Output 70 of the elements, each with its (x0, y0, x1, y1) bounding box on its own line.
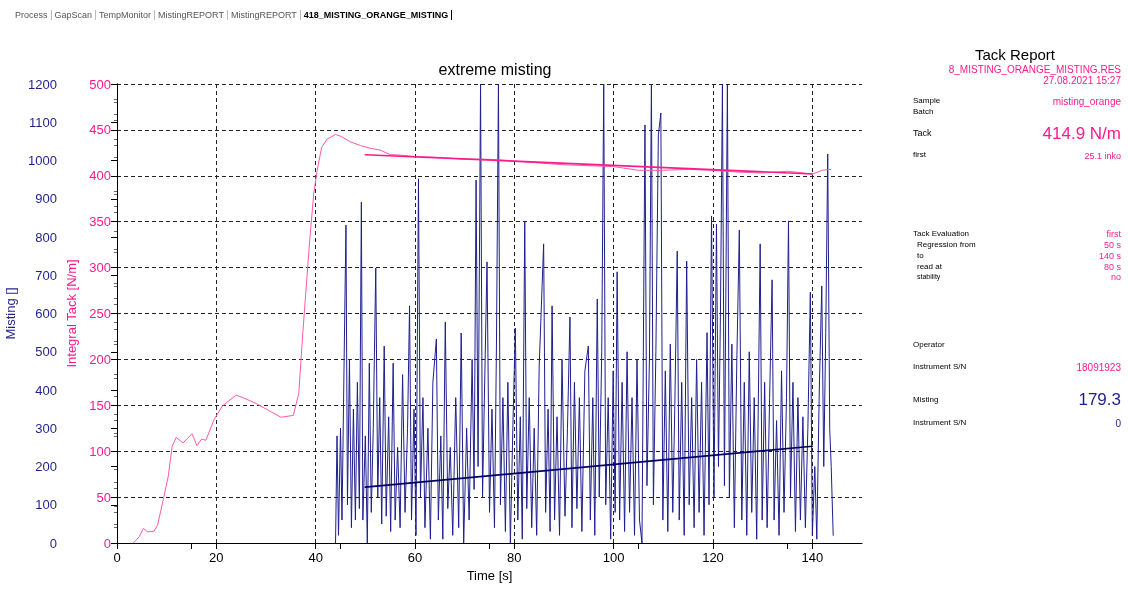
text: 418_MISTING_ORANGE_MISTING (300, 10, 453, 20)
text: Misting (913, 395, 939, 404)
x-tick-label: 140 (801, 550, 824, 565)
text: MistingREPORT (227, 10, 301, 20)
x-tick-label: 100 (602, 550, 625, 565)
x-tick-label: 120 (702, 550, 724, 565)
y2-tick-label: 400 (35, 382, 57, 398)
text: Tack (913, 128, 932, 138)
x-tick-label: 80 (507, 550, 522, 565)
y2-tick-label: 200 (35, 459, 57, 474)
text: Batch (913, 107, 934, 116)
text: TempMonitor (96, 10, 156, 20)
y-tick-label: 0 (103, 535, 111, 551)
y2-axis-title: Misting [] (3, 287, 19, 340)
text: to (917, 251, 924, 260)
text: read at (917, 262, 942, 271)
y2-tick-label: 0 (49, 535, 57, 551)
y2-tick-label: 300 (35, 420, 57, 436)
chart-title: extreme misting (438, 60, 552, 78)
text: Instrument S/N (913, 362, 967, 371)
y-tick-label: 150 (89, 397, 111, 413)
y2-tick-label: 600 (35, 306, 57, 321)
text: GapScan (51, 10, 97, 20)
text: 8_MISTING_ORANGE_MISTING.RES (948, 64, 1121, 75)
y2-tick-label: 700 (35, 267, 57, 283)
x-tick-label: 40 (308, 550, 323, 565)
text: first (913, 150, 926, 159)
y-tick-label: 350 (89, 214, 111, 230)
y2-tick-label: 1000 (28, 153, 57, 168)
x-axis-title: Time [s] (466, 567, 513, 583)
y-tick-label: 300 (89, 260, 111, 276)
text: 140 s (1098, 251, 1121, 261)
y2-tick-label: 1200 (28, 76, 57, 92)
y2-tick-label: 1100 (29, 114, 57, 130)
text: Operator (913, 340, 945, 349)
text: first (1106, 229, 1121, 239)
text: Regression from (917, 240, 976, 249)
y2-tick-label: 100 (35, 497, 57, 513)
text: Sample (913, 96, 941, 105)
line-series (132, 133, 832, 544)
y-tick-label: 400 (89, 168, 111, 184)
text: 50 s (1103, 240, 1121, 250)
text: Instrument S/N (913, 418, 967, 427)
x-tick-label: 20 (209, 550, 224, 565)
y-tick-label: 50 (96, 489, 111, 505)
y2-tick-label: 800 (35, 229, 57, 245)
text: 0 (1115, 418, 1121, 429)
y2-tick-label: 900 (35, 191, 57, 207)
text: MistingREPORT (155, 10, 228, 20)
y-tick-label: 450 (89, 122, 111, 138)
y-tick-label: 500 (89, 76, 111, 92)
text: 414.9 N/m (1042, 124, 1121, 144)
text: 80 s (1103, 262, 1121, 272)
x-tick-label: 0 (113, 550, 121, 565)
y-axis-title: Integral Tack [N/m] (64, 259, 80, 368)
y2-tick-label: 500 (35, 344, 57, 360)
text: no (1110, 272, 1121, 282)
y-tick-label: 200 (89, 351, 111, 367)
text: Tack Report (973, 46, 1056, 63)
x-tick-label: 60 (407, 550, 423, 565)
text: Process (12, 10, 52, 20)
y-tick-label: 250 (89, 306, 111, 321)
text: 25.1 inko (1084, 151, 1121, 161)
line-series (335, 83, 834, 544)
text: 179.3 (1078, 390, 1121, 410)
text: 27.08.2021 15:27 (1043, 75, 1121, 86)
text: Tack Evaluation (913, 229, 970, 238)
text: 18091923 (1076, 362, 1121, 373)
text: misting_orange (1052, 96, 1121, 107)
y-tick-label: 100 (89, 443, 111, 459)
